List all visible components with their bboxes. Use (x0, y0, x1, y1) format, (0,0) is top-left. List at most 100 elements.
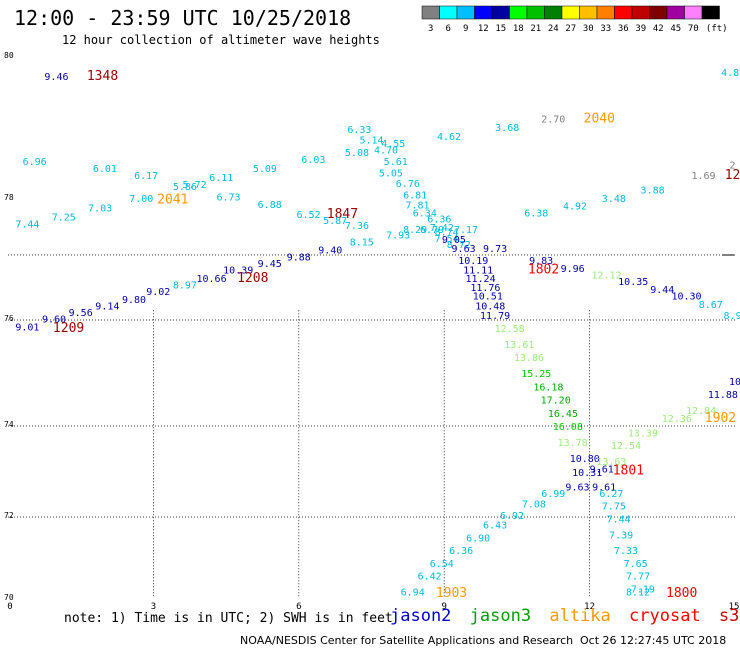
wave-height-value: 6.79 (420, 225, 444, 236)
wave-height-value: 6.36 (427, 214, 451, 225)
wave-height-value: 12.54 (611, 441, 641, 452)
footer-credit: NOAA/NESDIS Center for Satellite Applica… (240, 634, 574, 647)
time-label: 1209 (53, 321, 84, 336)
wave-height-value: 10.35 (618, 277, 648, 288)
wave-height-value: 6.01 (93, 164, 117, 175)
wave-height-value: 8.97 (173, 280, 197, 291)
wave-height-value: 6.38 (524, 208, 548, 219)
wave-height-value: 1.69 (691, 171, 715, 182)
wave-height-value: 9.80 (122, 295, 146, 306)
color-scale-bar: 3 6 9 12 15 18 21 24 27 30 33 36 39 42 45 70 (ft) (421, 5, 728, 34)
wave-height-value: 10 (729, 377, 740, 388)
colorbar-label: 45 (670, 24, 681, 34)
wave-height-value: 12.58 (495, 324, 525, 335)
wave-height-value: 9.63 (565, 483, 589, 494)
wave-height-value: 8.12 (626, 588, 650, 599)
wave-height-value: 9.61 (590, 465, 614, 476)
colorbar-label: 27 (565, 24, 576, 34)
wave-height-value: 9.73 (483, 244, 507, 255)
wave-height-value: 9.01 (15, 322, 39, 333)
wave-height-value: 3.88 (641, 185, 665, 196)
wave-height-value: 13.63 (596, 457, 626, 468)
time-label: 1902 (705, 411, 736, 426)
wave-height-value: 6.36 (449, 546, 473, 557)
wave-height-value: 7.77 (626, 572, 650, 583)
wave-height-value: 16.45 (548, 409, 578, 420)
wave-height-value: 9.45 (258, 259, 282, 270)
wave-height-value: 9.14 (95, 301, 119, 312)
wave-height-value: 5.05 (379, 168, 403, 179)
wave-height-value: 9.40 (318, 246, 342, 257)
footer-timestamp: Oct 26 12:27:45 UTC 2018 (580, 634, 727, 647)
wave-height-value: 6.17 (134, 171, 158, 182)
wave-height-value: 13.39 (628, 428, 658, 439)
wave-height-value: 7.65 (624, 559, 648, 570)
wave-height-value: 6.42 (418, 572, 442, 583)
wave-height-value: 7.03 (88, 204, 112, 215)
footnote: note: 1) Time is in UTC; 2) SWH is in fe… (64, 611, 393, 626)
wave-height-value: 9.60 (42, 314, 66, 325)
wave-height-value: 5.09 (253, 164, 277, 175)
time-label: 1348 (87, 69, 118, 84)
wave-height-value: 7.36 (345, 221, 369, 232)
wave-height-value: 6.54 (430, 559, 454, 570)
wave-height-value: 10.31 (572, 468, 602, 479)
wave-height-value: 10.30 (671, 292, 701, 303)
wave-height-value: 7.08 (522, 500, 546, 511)
wave-height-value: 11.88 (708, 390, 738, 401)
y-tick-label: 80 (4, 51, 14, 60)
wave-height-value: 7.33 (614, 546, 638, 557)
legend-item-jason2: jason2 (390, 606, 452, 626)
wave-height-value: 9.96 (561, 264, 585, 275)
wave-height-value: 12.12 (592, 271, 622, 282)
wave-height-value: 15.25 (521, 369, 551, 380)
wave-height-value: 11.24 (465, 274, 495, 285)
wave-height-value: 7.17 (454, 225, 478, 236)
wave-height-value: 6.33 (347, 125, 371, 136)
legend-item-s3a: s3a (718, 606, 740, 626)
wave-height-value: 11.76 (470, 283, 500, 294)
wave-height-value: 10.66 (197, 274, 227, 285)
wave-height-value: 10.39 (223, 266, 253, 277)
wave-height-value: 7.25 (52, 213, 76, 224)
y-tick-label: 78 (4, 193, 14, 202)
colorbar-label: 9 (463, 24, 468, 34)
y-tick-label: 72 (4, 511, 14, 520)
wave-height-value: 6.27 (599, 489, 623, 500)
time-label: 12 (725, 168, 740, 183)
colorbar-label: 18 (513, 24, 524, 34)
colorbar-label: 3 (428, 24, 433, 34)
x-tick-label: 6 (296, 602, 301, 612)
wave-height-value: 6.94 (401, 588, 425, 599)
wave-height-value: 7.39 (609, 530, 633, 541)
wave-height-value: 9.83 (529, 256, 553, 267)
wave-height-value: 10.80 (570, 454, 600, 465)
time-label: 1800 (666, 586, 697, 601)
colorbar-label: 15 (495, 24, 506, 34)
wave-height-value: 3.48 (602, 194, 626, 205)
wave-height-value: 12.84 (686, 406, 716, 417)
wave-height-value: 6.03 (301, 155, 325, 166)
colorbar-label: 33 (600, 24, 611, 34)
wave-height-value: 9.05 (442, 235, 466, 246)
wave-height-value: 7.75 (602, 502, 626, 513)
colorbar-label: 42 (653, 24, 664, 34)
colorbar-label: 36 (618, 24, 629, 34)
wave-height-value: 6.34 (413, 208, 437, 219)
wave-height-value: 16.18 (533, 382, 563, 393)
wave-height-value: 11.79 (480, 311, 510, 322)
wave-height-value: 13.78 (558, 438, 588, 449)
wave-height-value: 7.44 (15, 219, 39, 230)
wave-height-value: 5.14 (359, 136, 383, 147)
wave-height-value: 6.73 (216, 192, 240, 203)
legend-item-altika: altika (549, 606, 611, 626)
wave-height-value: 6.76 (396, 179, 420, 190)
time-label: 2041 (157, 192, 188, 207)
wave-height-value: 6.90 (466, 533, 490, 544)
wave-height-value: 6.81 (403, 191, 427, 202)
wave-height-value: 16.08 (553, 422, 583, 433)
wave-height-value: 6.96 (23, 157, 47, 168)
time-label: 1847 (327, 207, 358, 222)
wave-height-value: 4.70 (374, 146, 398, 157)
